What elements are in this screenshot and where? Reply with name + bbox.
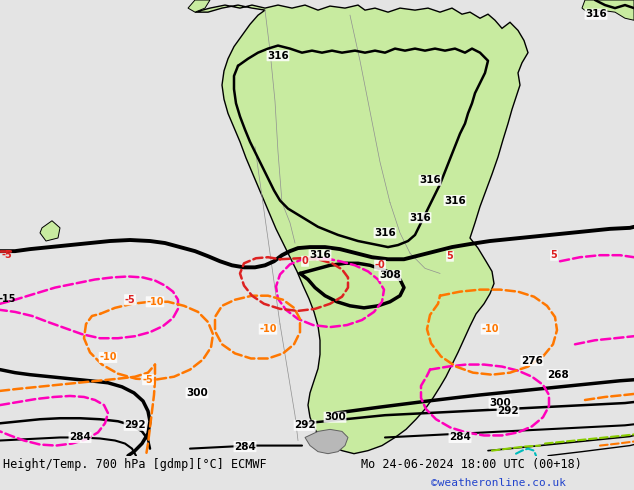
Text: 284: 284 [69, 433, 91, 442]
Text: -10: -10 [146, 297, 164, 307]
Text: 268: 268 [547, 369, 569, 380]
Text: 292: 292 [124, 420, 146, 430]
Text: ©weatheronline.co.uk: ©weatheronline.co.uk [431, 478, 566, 488]
Text: 300: 300 [324, 412, 346, 422]
Text: -5: -5 [2, 250, 13, 260]
Text: 284: 284 [449, 433, 471, 442]
Text: Mo 24-06-2024 18:00 UTC (00+18): Mo 24-06-2024 18:00 UTC (00+18) [361, 458, 582, 471]
Text: -0: -0 [375, 260, 385, 270]
Text: 5: 5 [550, 250, 557, 260]
Text: -5: -5 [125, 295, 136, 305]
Text: -15: -15 [0, 294, 16, 304]
Text: 292: 292 [497, 406, 519, 416]
Text: 316: 316 [309, 250, 331, 260]
Text: 316: 316 [419, 175, 441, 185]
Text: 316: 316 [585, 9, 607, 19]
Text: 5: 5 [446, 251, 453, 261]
Text: -10: -10 [100, 352, 117, 363]
Polygon shape [188, 0, 210, 12]
Polygon shape [195, 5, 528, 454]
Text: 300: 300 [489, 398, 511, 408]
Text: 0: 0 [302, 256, 308, 266]
Polygon shape [582, 0, 634, 20]
Text: -5: -5 [143, 375, 153, 385]
Text: 316: 316 [444, 196, 466, 205]
Polygon shape [305, 429, 348, 454]
Text: 284: 284 [234, 441, 256, 452]
Text: 300: 300 [186, 388, 208, 398]
Text: 316: 316 [267, 50, 289, 61]
Text: 292: 292 [294, 420, 316, 430]
Text: 276: 276 [521, 356, 543, 366]
Text: -10: -10 [259, 324, 277, 334]
Text: 316: 316 [374, 228, 396, 238]
Polygon shape [40, 221, 60, 241]
Text: 316: 316 [409, 213, 431, 223]
Text: Height/Temp. 700 hPa [gdmp][°C] ECMWF: Height/Temp. 700 hPa [gdmp][°C] ECMWF [3, 458, 267, 471]
Text: -10: -10 [481, 324, 499, 334]
Text: 308: 308 [379, 270, 401, 280]
